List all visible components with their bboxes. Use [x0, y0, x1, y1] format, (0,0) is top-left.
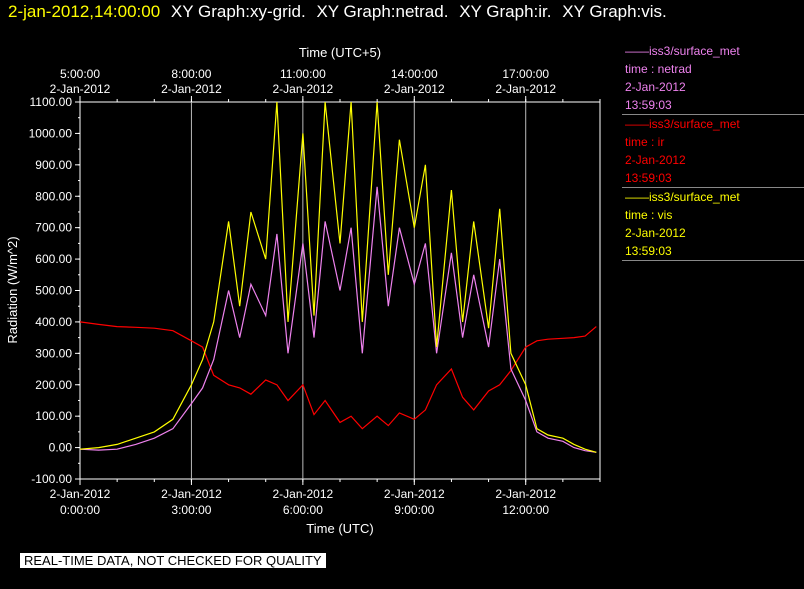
- y-tick-label: 600.00: [35, 252, 72, 266]
- legend-entry-netrad: ——iss3/surface_met time : netrad 2-Jan-2…: [622, 42, 804, 115]
- x-top-tick-time: 14:00:00: [391, 67, 438, 81]
- legend-var: time : vis: [625, 208, 673, 222]
- x-tick-date: 2-Jan-2012: [50, 487, 111, 501]
- x-axis-bottom-title: Time (UTC): [306, 521, 373, 536]
- graph-label-netrad: XY Graph:netrad.: [316, 2, 449, 21]
- legend-time: 13:59:03: [625, 244, 672, 258]
- x-top-tick-time: 17:00:00: [502, 67, 549, 81]
- graph-label-vis: XY Graph:vis.: [562, 2, 667, 21]
- series-line-1: [80, 186, 597, 453]
- chart-title-bar: 2-jan-2012,14:00:00 XY Graph:xy-grid. XY…: [8, 2, 667, 22]
- chart-legend: ——iss3/surface_met time : netrad 2-Jan-2…: [622, 42, 804, 261]
- x-tick-date: 2-Jan-2012: [272, 487, 333, 501]
- timestamp-label: 2-jan-2012,14:00:00: [8, 2, 161, 21]
- axis-ticks: -100.00 0.00 100.00 200.00 300.00 400.00 500.0…: [29, 67, 601, 517]
- grid-lines: [190, 102, 527, 479]
- graph-label-xy-grid: XY Graph:xy-grid.: [170, 2, 306, 21]
- x-top-tick-date: 2-Jan-2012: [161, 82, 222, 96]
- x-top-tick-time: 8:00:00: [171, 67, 211, 81]
- y-tick-label: 0.00: [49, 441, 73, 455]
- y-tick-label: 900.00: [35, 158, 72, 172]
- legend-time: 13:59:03: [625, 171, 672, 185]
- y-axis-title: Radiation (W/m^2): [5, 236, 20, 343]
- x-tick-date: 2-Jan-2012: [495, 487, 556, 501]
- legend-entry-ir: ——iss3/surface_met time : ir 2-Jan-2012 …: [622, 115, 804, 188]
- x-top-tick-date: 2-Jan-2012: [495, 82, 556, 96]
- series-line-2: [80, 102, 597, 453]
- x-tick-date: 2-Jan-2012: [161, 487, 222, 501]
- legend-entry-vis: ——iss3/surface_met time : vis 2-Jan-2012…: [622, 188, 804, 261]
- x-top-tick-date: 2-Jan-2012: [384, 82, 445, 96]
- x-top-tick-time: 11:00:00: [280, 67, 326, 81]
- data-series: [80, 102, 597, 453]
- legend-date: 2-Jan-2012: [625, 153, 686, 167]
- y-tick-label: -100.00: [31, 472, 72, 486]
- y-tick-label: 700.00: [35, 221, 72, 235]
- x-tick-time: 9:00:00: [394, 503, 434, 517]
- y-tick-label: 800.00: [35, 189, 72, 203]
- x-top-tick-date: 2-Jan-2012: [272, 82, 333, 96]
- legend-var: time : ir: [625, 135, 665, 149]
- y-tick-label: 200.00: [35, 378, 72, 392]
- y-tick-label: 500.00: [35, 284, 72, 298]
- y-tick-label: 1000.00: [29, 126, 73, 140]
- legend-source: ——iss3/surface_met: [625, 190, 740, 204]
- x-top-tick-date: 2-Jan-2012: [50, 82, 111, 96]
- legend-var: time : netrad: [625, 62, 692, 76]
- x-top-tick-time: 5:00:00: [60, 67, 100, 81]
- y-tick-label: 300.00: [35, 346, 72, 360]
- x-tick-date: 2-Jan-2012: [384, 487, 445, 501]
- x-tick-time: 3:00:00: [171, 503, 211, 517]
- legend-source: ——iss3/surface_met: [625, 117, 740, 131]
- legend-date: 2-Jan-2012: [625, 226, 686, 240]
- graph-label-ir: XY Graph:ir.: [459, 2, 552, 21]
- qc-notice: REAL-TIME DATA, NOT CHECKED FOR QUALITY: [20, 553, 326, 568]
- y-tick-label: 1100.00: [30, 95, 73, 109]
- series-line-0: [80, 321, 597, 430]
- x-tick-time: 0:00:00: [60, 503, 100, 517]
- x-axis-top-title: Time (UTC+5): [299, 45, 381, 60]
- legend-source: ——iss3/surface_met: [625, 44, 740, 58]
- x-tick-time: 12:00:00: [502, 503, 549, 517]
- x-tick-time: 6:00:00: [283, 503, 323, 517]
- legend-time: 13:59:03: [625, 98, 672, 112]
- legend-date: 2-Jan-2012: [625, 80, 686, 94]
- y-tick-label: 100.00: [35, 409, 72, 423]
- y-tick-label: 400.00: [35, 315, 72, 329]
